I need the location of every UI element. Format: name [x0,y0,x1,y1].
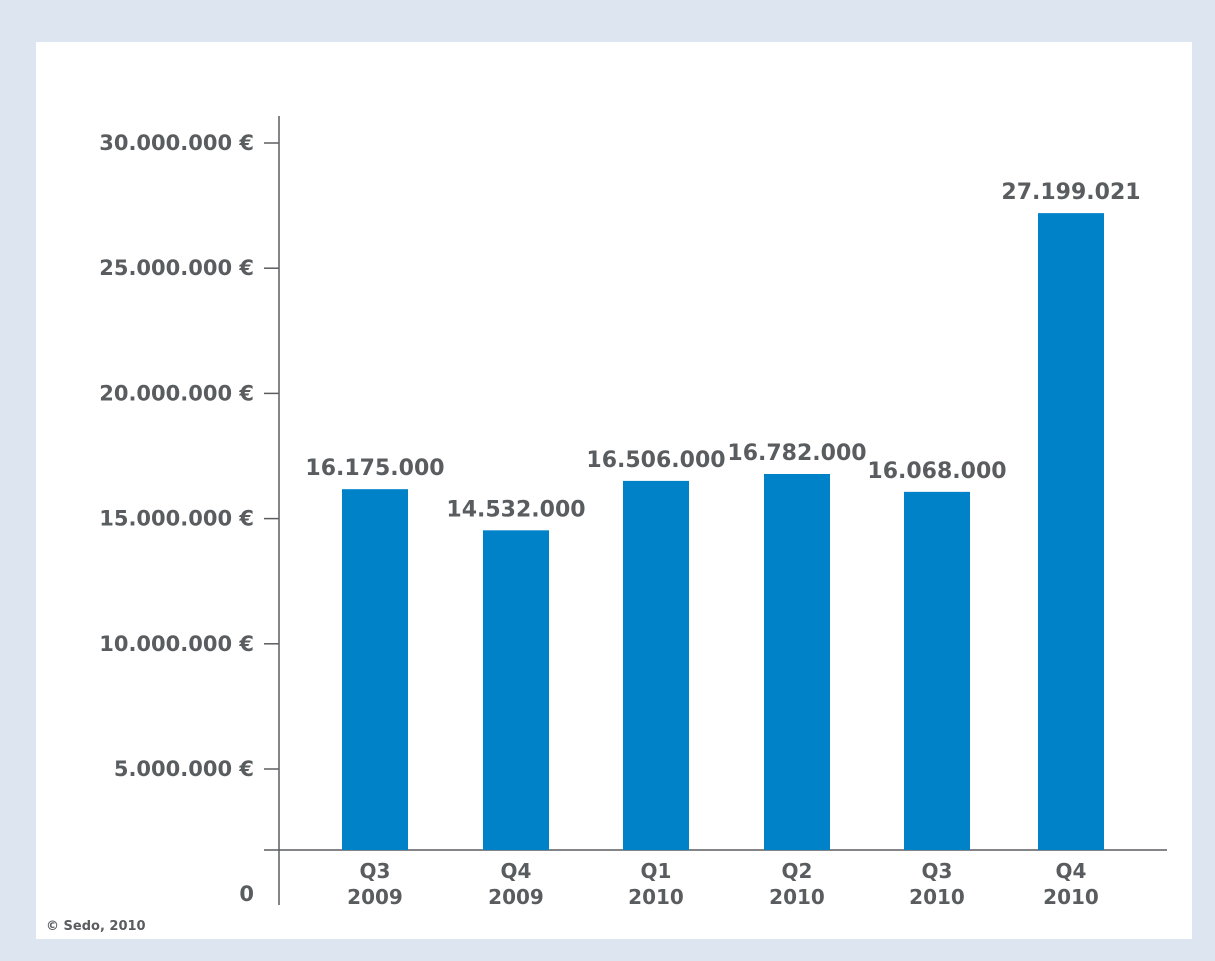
bar [904,491,970,850]
category-year-label: 2009 [488,885,544,909]
y-tick-label: 10.000.000 € [99,632,254,656]
category-year-label: 2010 [909,885,965,909]
category-year-label: 2010 [628,885,684,909]
category-quarter-label: Q2 [782,859,813,883]
category-quarter-label: Q3 [360,859,391,883]
y-tick-label: 20.000.000 € [99,381,254,405]
category-year-label: 2010 [1043,885,1099,909]
bar [1038,213,1104,850]
copyright-text: © Sedo, 2010 [46,919,146,934]
category-quarter-label: Q4 [1056,859,1087,883]
chart-panel [36,42,1192,939]
bar-value-label: 16.175.000 [305,456,444,481]
category-quarter-label: Q1 [641,859,672,883]
bars [342,213,1104,850]
axes [264,116,1167,905]
bar-value-label: 14.532.000 [446,497,585,522]
y-tick-label: 30.000.000 € [99,131,254,155]
bar-value-label: 27.199.021 [1001,180,1140,205]
bar [764,473,830,850]
category-quarter-label: Q3 [922,859,953,883]
y-tick-label: 0 [239,882,254,906]
bar [342,489,408,850]
bar-value-label: 16.782.000 [727,441,866,466]
category-quarter-label: Q4 [501,859,532,883]
bar-value-label: 16.506.000 [586,448,725,473]
y-tick-label: 25.000.000 € [99,256,254,280]
category-year-label: 2010 [769,885,825,909]
y-axis-ticks: 0 5.000.000 € 10.000.000 € 15.000.000 € 20.0… [99,131,279,906]
category-year-label: 2009 [347,885,403,909]
bar-value-label: 16.068.000 [867,459,1006,484]
bar [623,480,689,850]
y-tick-label: 5.000.000 € [114,757,254,781]
bar [483,530,549,850]
y-tick-label: 15.000.000 € [99,507,254,531]
